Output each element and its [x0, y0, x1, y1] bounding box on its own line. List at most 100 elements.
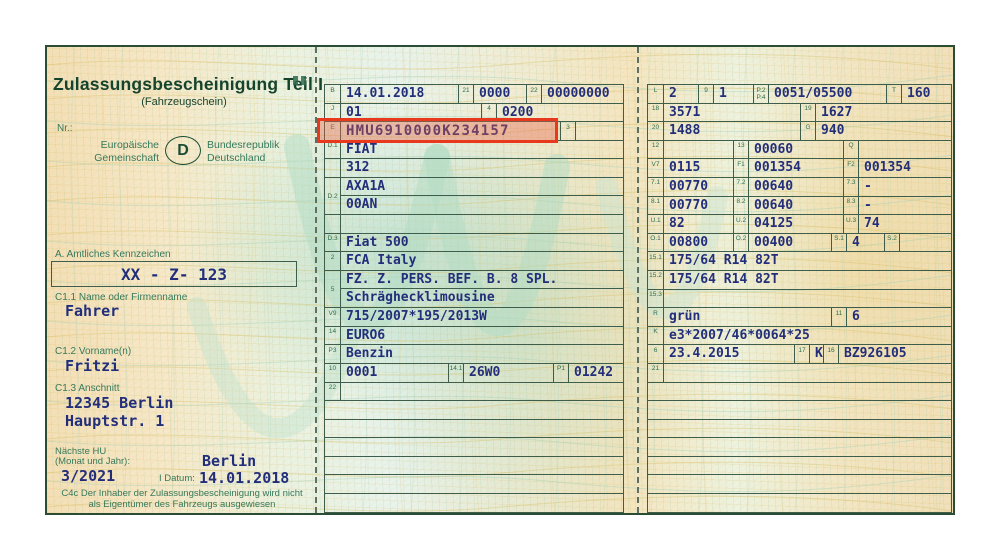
label-6: 6 — [648, 345, 664, 363]
field-t-value: 160 — [907, 86, 931, 101]
field-16-value: BZ926105 — [844, 346, 907, 362]
label-u-1: U.1 — [648, 215, 664, 233]
field-q: Q — [843, 140, 951, 159]
label-u-2: U.2 — [733, 215, 749, 233]
label-b: B — [325, 85, 341, 103]
label-3: 3 — [560, 122, 576, 140]
field-v9: V9 715/2007*195/2013W — [325, 308, 623, 326]
c4c-note-line1: C4c Der Inhaber der Zulassungsbescheinig… — [61, 488, 303, 499]
field-13: 13 00060 — [733, 140, 843, 159]
field-8-3-value: - — [864, 197, 872, 213]
field-22: 22 — [325, 382, 623, 401]
right-field-column: L 2 9 1 P.2 P.4 0051/05500 T 160 18 3571 19 1627 20 1… — [647, 84, 952, 513]
middle-field-column: B 14.01.2018 21 0000 22 00000000 J 01 4 0200 E HMU6… — [324, 84, 624, 513]
field-6-value: 23.4.2015 — [669, 346, 740, 362]
issue-date: 14.01.2018 — [199, 469, 290, 487]
label-16: 16 — [823, 345, 839, 363]
field-15-3-value — [664, 290, 669, 308]
federal-republic-label: Bundesrepublik Deutschland — [207, 139, 280, 164]
document-subtitle: (Fahrzeugschein) — [141, 96, 227, 108]
field-v7-value: 0115 — [669, 160, 701, 176]
form-row: B 14.01.2018 21 0000 22 00000000 — [325, 85, 623, 104]
field-9-value: 1 — [719, 86, 727, 101]
firstname-value: Fritzi — [65, 357, 120, 375]
field-d-2-value: 00AN — [346, 197, 378, 213]
field-k-value: e3*2007/46*0064*25 — [669, 327, 810, 343]
blank-ruled-line — [648, 475, 951, 495]
field-15-2: 15.2 175/64 R14 82T — [648, 270, 951, 289]
label-12: 12 — [648, 140, 664, 159]
field-11: 11 6 — [831, 308, 951, 326]
field-f2-value: 001354 — [864, 160, 911, 176]
field-20-value: 1488 — [669, 123, 701, 139]
label-l: L — [648, 85, 664, 103]
field-b-value: 14.01.2018 — [346, 86, 425, 101]
field-8-2-value: 00640 — [754, 197, 794, 213]
label-18: 18 — [648, 103, 664, 122]
field-4-value: 0200 — [502, 104, 534, 120]
field-3-value — [576, 122, 581, 140]
blank-ruled-line — [648, 420, 951, 439]
perforation-line-right — [637, 47, 639, 513]
highlight-box-field-e[interactable] — [317, 118, 558, 143]
label-d-2: D.2 — [325, 177, 341, 215]
field-20: 20 1488 — [648, 122, 800, 140]
field-d-1: D.1 FIAT — [325, 140, 623, 159]
field-u-3-value: 74 — [864, 216, 880, 232]
field-v9-value: 715/2007*195/2013W — [346, 309, 487, 325]
label-15-2: 15.2 — [648, 270, 664, 289]
plate-label: A. Amtliches Kennzeichen — [55, 249, 171, 260]
label-22: 22 — [526, 85, 542, 103]
label-o-2: O.2 — [733, 233, 749, 252]
field-5-value: FZ. Z. PERS. BEF. B. 8 SPL. — [341, 271, 623, 290]
field-7-2-value: 00640 — [754, 178, 794, 194]
field-u-3: U.3 74 — [843, 215, 951, 233]
label-v7: V7 — [648, 159, 664, 177]
form-row: 22 — [325, 382, 623, 402]
field-11-value: 6 — [852, 309, 860, 325]
field-14-1-value: 26W0 — [469, 364, 501, 380]
field-8-1: 8.1 00770 — [648, 196, 733, 215]
label-r: R — [648, 308, 664, 326]
field-7-1-value: 00770 — [669, 178, 709, 194]
blank-ruled-line — [648, 457, 951, 476]
form-row: 15.1 175/64 R14 82T — [648, 252, 951, 271]
field-u-2: U.2 04125 — [733, 215, 843, 233]
label-21: 21 — [648, 363, 664, 382]
blank-ruled-line — [325, 494, 623, 513]
field-u-1-value: 82 — [669, 216, 685, 232]
field-17-value: K — [815, 346, 823, 362]
license-plate-box: XX - Z- 123 — [51, 261, 297, 287]
field-14-value: EURO6 — [346, 327, 386, 343]
label-10: 10 — [325, 363, 341, 382]
field-none: 312 — [325, 159, 623, 177]
label-4: 4 — [481, 103, 497, 122]
label-none — [325, 215, 341, 233]
field-g: G 940 — [800, 122, 951, 140]
nr-label: Nr.: — [57, 123, 73, 134]
field-d-2-value: AXA1A — [341, 178, 623, 197]
field-p1-value: 01242 — [574, 364, 614, 380]
form-row: O.1 00800 O.2 00400 S.1 4 S.2 — [648, 233, 951, 253]
field-o-2: O.2 00400 — [733, 233, 831, 252]
form-row: 18 3571 19 1627 — [648, 103, 951, 123]
field-p1: P1 01242 — [553, 363, 623, 382]
field-14-1: 14.1 26W0 — [448, 363, 553, 382]
field-12-value — [664, 141, 669, 159]
form-row: J 01 4 0200 — [325, 103, 623, 123]
label-14-1: 14.1 — [448, 363, 464, 382]
field-10: 10 0001 — [325, 363, 448, 382]
field-7-2: 7.2 00640 — [733, 177, 843, 196]
field-j-value: 01 — [346, 104, 362, 120]
field-18: 18 3571 — [648, 103, 800, 122]
label-7-3: 7.3 — [843, 177, 859, 196]
field-4: 4 0200 — [481, 103, 623, 122]
name-value: Fahrer — [65, 302, 120, 320]
label-g: G — [800, 122, 816, 140]
c4c-note-line2: als Eigentümer des Fahrzeugs ausgewiesen — [88, 499, 276, 510]
field-group-d-2: D.2 AXA1A 00AN — [325, 177, 623, 216]
label-u-3: U.3 — [843, 215, 859, 233]
blank-ruled-line — [325, 401, 623, 420]
